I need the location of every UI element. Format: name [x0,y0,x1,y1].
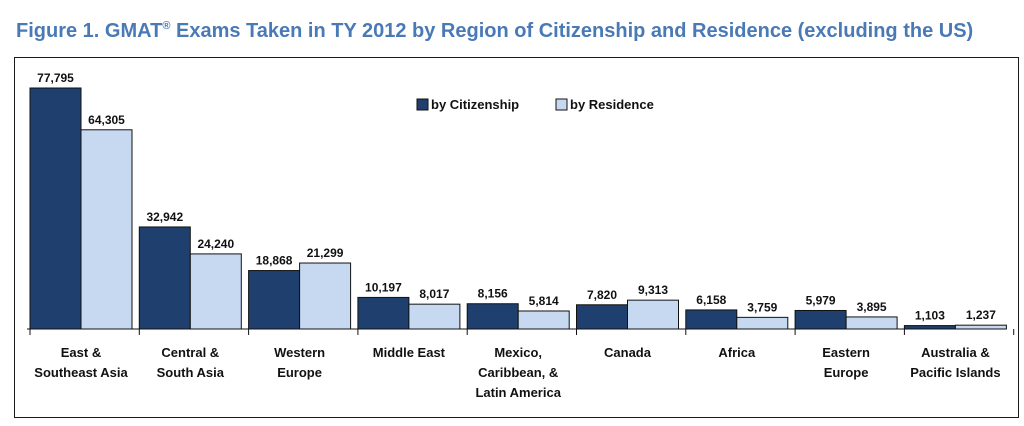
data-label-residence: 8,017 [419,287,449,301]
data-label-residence: 9,313 [638,283,668,297]
bar-residence [408,303,461,330]
chart-title: Figure 1. GMAT® Exams Taken in TY 2012 b… [16,20,1016,43]
legend-label-citizenship: by Citizenship [431,97,519,112]
category-label: East & [61,345,101,360]
category-label: Middle East [373,345,446,360]
bar-residence [736,316,789,330]
registered-mark: ® [162,20,171,32]
category-label: Europe [277,365,322,380]
category-label: South Asia [157,365,225,380]
category-label: Western [274,345,325,360]
data-label-citizenship: 1,103 [915,309,945,323]
bar-residence [299,262,352,330]
bar-residence [845,316,898,330]
legend-swatch-citizenship [416,98,429,111]
bar-citizenship [29,87,82,330]
bar-residence [80,129,133,330]
bar-citizenship [794,309,847,330]
chart-title-suffix: Exams Taken in TY 2012 by Region of Citi… [170,20,974,42]
bar-residence [627,299,679,330]
category-label: Central & [161,345,219,360]
bar-citizenship [466,303,519,330]
data-label-citizenship: 5,979 [806,293,836,307]
category-label: Africa [718,345,756,360]
data-label-citizenship: 8,156 [478,287,508,301]
category-label: Latin America [475,385,561,400]
data-label-citizenship: 77,795 [37,71,74,85]
bar-citizenship [576,304,628,330]
legend-swatch-residence [555,98,568,111]
category-label: Australia & [921,345,990,360]
chart-frame [14,57,1019,418]
data-label-citizenship: 32,942 [146,210,183,224]
data-label-citizenship: 10,197 [365,280,402,294]
data-label-residence: 1,237 [966,308,996,322]
data-label-residence: 64,305 [88,113,125,127]
data-label-citizenship: 6,158 [696,293,726,307]
bar-residence [517,310,570,330]
data-label-residence: 21,299 [307,246,344,260]
bar-citizenship [685,309,738,330]
data-label-residence: 24,240 [197,237,234,251]
category-label: Mexico, [494,345,542,360]
data-label-residence: 5,814 [529,294,559,308]
chart-title-prefix: Figure 1. GMAT [16,20,163,42]
bar-residence [954,324,1007,330]
category-label: Europe [824,365,869,380]
category-label: Southeast Asia [34,365,128,380]
data-label-residence: 3,759 [747,300,777,314]
bar-citizenship [138,226,191,330]
category-label: Canada [604,345,652,360]
bar-citizenship [248,270,301,330]
category-label: Pacific Islands [910,365,1000,380]
data-label-citizenship: 18,868 [256,254,293,268]
data-label-citizenship: 7,820 [587,288,617,302]
bar-citizenship [357,296,410,330]
legend-label-residence: by Residence [570,97,654,112]
data-label-residence: 3,895 [857,300,887,314]
bar-citizenship [903,325,956,330]
category-label: Caribbean, & [478,365,558,380]
category-label: Eastern [822,345,870,360]
bar-residence [189,253,242,330]
